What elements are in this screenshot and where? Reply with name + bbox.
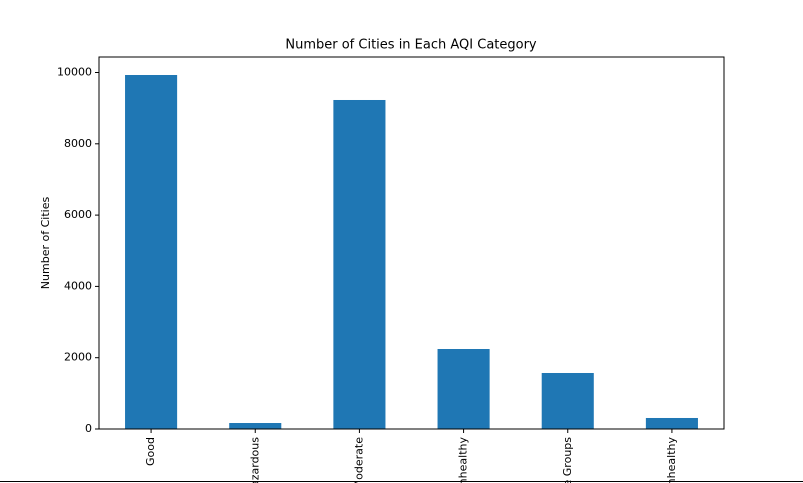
plot-frame [98, 56, 725, 430]
bar [229, 423, 282, 429]
bar [125, 75, 178, 430]
bar [437, 349, 490, 429]
x-tick-label: Good [144, 437, 157, 466]
bar [645, 417, 698, 429]
y-tick-label: 4000 [64, 279, 92, 292]
x-tick-label: Very Unhealthy [665, 437, 678, 483]
x-tick-label: Hazardous [248, 437, 261, 483]
y-tick-label: 10000 [57, 66, 92, 79]
x-tick-label: Unhealthy for Sensitive Groups [561, 437, 574, 483]
y-tick-label: 0 [85, 422, 92, 435]
y-tick-label: 6000 [64, 208, 92, 221]
bar [333, 99, 386, 429]
chart-title: Number of Cities in Each AQI Category [285, 38, 537, 53]
y-tick-label: 2000 [64, 351, 92, 364]
y-tick-label: 8000 [64, 137, 92, 150]
x-tick-label: Unhealthy [457, 437, 470, 483]
x-tick-label: Moderate [352, 437, 365, 483]
y-axis-label: Number of Cities [39, 197, 52, 290]
bar [541, 372, 594, 429]
